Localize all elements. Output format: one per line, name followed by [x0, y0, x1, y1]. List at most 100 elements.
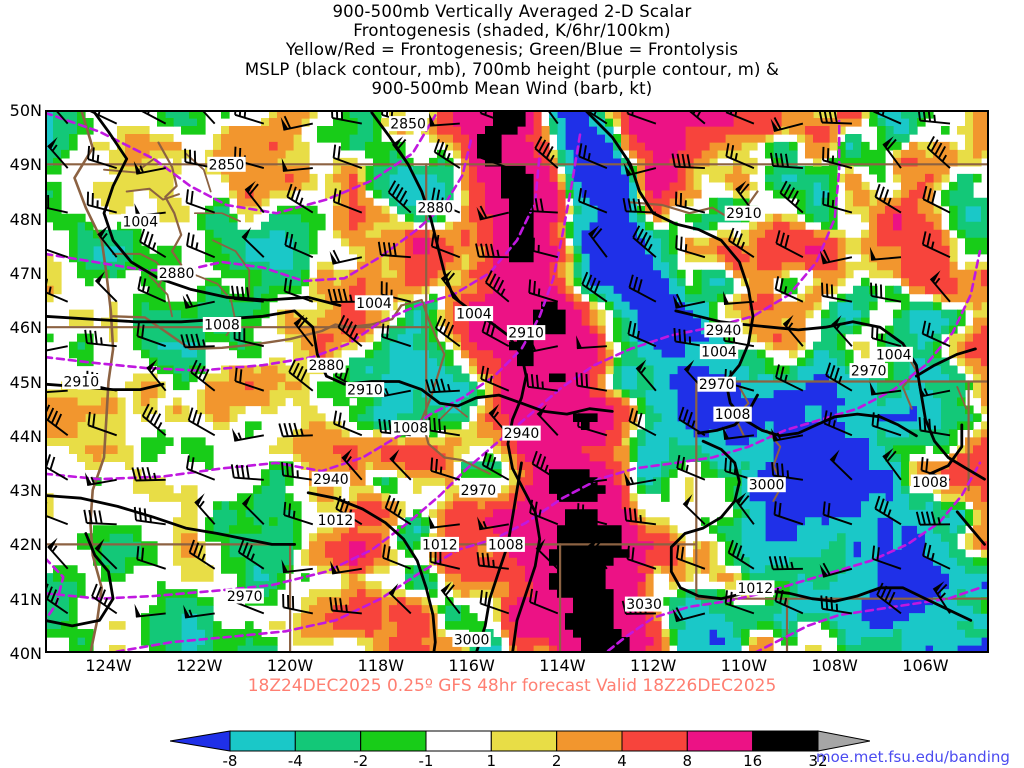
- wind-barb: [771, 428, 804, 442]
- wind-barb: [91, 583, 118, 615]
- wind-barb: [874, 495, 902, 526]
- title-line-5: 900-500mb Mean Wind (barb, kt): [371, 78, 653, 98]
- colorbar-segment-1[interactable]: [229, 730, 296, 752]
- map-panel[interactable]: 1004 1008 1004 1004 1008 1012 1012 1008 1004 1008…: [45, 110, 989, 653]
- lat-tick-44N: 44N: [9, 426, 42, 446]
- wind-barb: [871, 412, 902, 437]
- svg-text:2850: 2850: [209, 157, 245, 173]
- wind-barb: [429, 112, 460, 127]
- svg-text:1004: 1004: [456, 307, 492, 323]
- colorbar-under-arrow: [170, 730, 231, 752]
- wind-barb: [587, 537, 608, 570]
- wind-barb: [926, 135, 951, 169]
- mslp-label-1012: 1012: [736, 580, 775, 597]
- wind-barb: [576, 335, 607, 350]
- height-label-2970: 2970: [697, 376, 736, 393]
- wind-barb: [186, 232, 216, 259]
- colorbar-segment-9[interactable]: [752, 730, 819, 752]
- wind-barb: [180, 333, 215, 349]
- colorbar-segment-7[interactable]: [621, 730, 688, 752]
- svg-text:1004: 1004: [701, 345, 737, 361]
- mslp-1012-or-s: [45, 494, 296, 546]
- mslp-label-1012: 1012: [316, 512, 355, 529]
- wind-barb: [382, 544, 412, 570]
- wind-barb: [136, 322, 167, 348]
- colorbar[interactable]: -8 -4 -2 -1 1 2 4 8 16 32: [170, 729, 870, 767]
- wind-barb: [822, 191, 853, 214]
- colorbar-tick--2: -2: [353, 752, 368, 767]
- wind-barb: [384, 495, 412, 526]
- svg-text:2970: 2970: [461, 483, 497, 499]
- wind-barb: [281, 462, 313, 481]
- wind-barb: [525, 339, 558, 354]
- wind-barb: [782, 314, 804, 347]
- wind-barb: [675, 235, 706, 259]
- wind-barb: [672, 607, 706, 623]
- wind-barb: [283, 277, 314, 303]
- wind-barb: [377, 241, 411, 259]
- wind-barb: [480, 365, 510, 392]
- lon-tick-120W: 120W: [266, 656, 314, 675]
- wind-barb: [330, 560, 362, 575]
- forecast-caption: 18Z24DEC2025 0.25º GFS 48hr forecast Val…: [247, 676, 777, 696]
- height-3000a: [93, 249, 982, 653]
- wind-barb: [481, 451, 510, 481]
- frontogenesis-map[interactable]: 1004 1008 1004 1004 1008 1012 1012 1008 1004 1008…: [45, 110, 989, 653]
- wind-barb: [84, 472, 117, 487]
- wind-barb: [769, 152, 803, 170]
- wind-barb: [922, 542, 951, 570]
- lat-tick-45N: 45N: [9, 372, 42, 392]
- height-2970a: [45, 119, 841, 600]
- wind-barb: [288, 359, 314, 392]
- svg-text:2940: 2940: [504, 426, 540, 442]
- height-ring-west: [45, 556, 65, 622]
- contour-label-layer: 1004 1008 1004 1004 1008 1012 1012 1008 1004 1008…: [62, 116, 950, 648]
- wind-barb: [47, 537, 69, 570]
- svg-text:1004: 1004: [122, 214, 158, 230]
- colorbar-segment-8[interactable]: [686, 730, 754, 752]
- wind-barb: [428, 417, 460, 437]
- mslp-label-1004: 1004: [699, 344, 739, 361]
- colorbar-segment-3[interactable]: [360, 730, 427, 752]
- lat-tick-40N: 40N: [9, 644, 42, 663]
- colorbar-segment-6[interactable]: [556, 730, 623, 752]
- colorbar-over-arrow: [817, 730, 870, 752]
- wind-barb: [725, 143, 755, 169]
- wind-barb: [871, 545, 902, 570]
- wind-barb: [194, 493, 216, 525]
- colorbar-tick-8: 8: [683, 752, 693, 767]
- height-label-2880: 2880: [307, 357, 346, 374]
- lon-tick-110W: 110W: [720, 656, 768, 675]
- wind-barb: [94, 271, 118, 303]
- wind-barb: [779, 180, 804, 214]
- colorbar-segment-2[interactable]: [294, 730, 362, 752]
- wind-barb: [190, 359, 216, 392]
- wind-barb: [773, 501, 804, 526]
- wind-barb: [534, 136, 559, 169]
- mslp-1008-nv: [474, 461, 523, 653]
- wind-barb: [283, 501, 314, 526]
- wind-barb: [624, 472, 657, 487]
- yakima-river: [212, 239, 251, 296]
- svg-text:1008: 1008: [392, 421, 428, 437]
- mslp-label-1008: 1008: [486, 536, 525, 553]
- svg-text:1008: 1008: [204, 318, 240, 334]
- colorbar-segment-4[interactable]: [425, 730, 492, 752]
- wind-barb: [581, 271, 608, 303]
- colorbar-segment-5[interactable]: [490, 730, 558, 752]
- wind-barb: [578, 143, 608, 169]
- lat-tick-50N: 50N: [9, 101, 42, 120]
- river-branch-c: [956, 386, 968, 410]
- lon-tick-114W: 114W: [539, 656, 586, 675]
- attribution-link[interactable]: moe.met.fsu.edu/banding: [816, 748, 1010, 766]
- colorbar-tick--4: -4: [288, 752, 303, 767]
- svg-text:1012: 1012: [422, 537, 458, 553]
- svg-text:2910: 2910: [347, 383, 383, 399]
- wind-barb: [230, 464, 264, 481]
- height-label-3000: 3000: [747, 477, 786, 494]
- wind-barb: [529, 499, 559, 526]
- svg-text:1008: 1008: [488, 537, 524, 553]
- svg-text:1004: 1004: [876, 347, 912, 363]
- shade-band--8to-4: [45, 110, 989, 653]
- wind-barb: [819, 562, 853, 578]
